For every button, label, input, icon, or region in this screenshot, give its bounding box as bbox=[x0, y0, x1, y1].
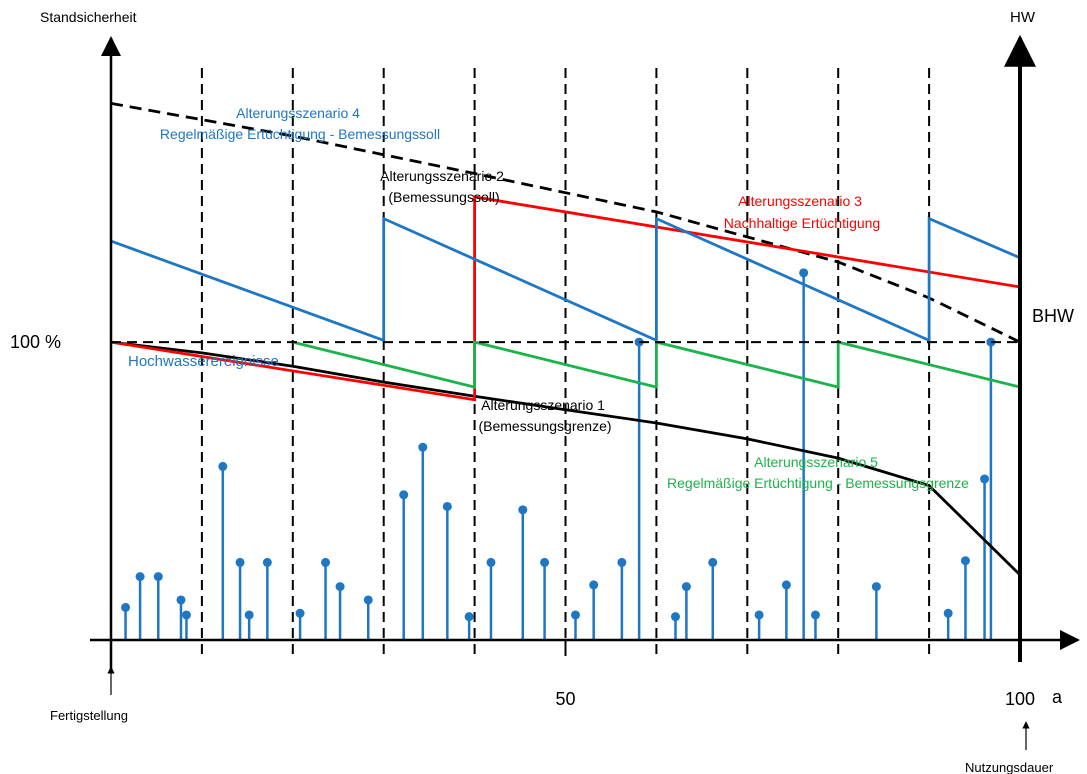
x-unit-label: a bbox=[1052, 687, 1063, 707]
flood-event-1 bbox=[136, 572, 145, 640]
flood-event-35 bbox=[986, 338, 995, 640]
series-line-s5 bbox=[293, 342, 1020, 387]
flood-event-6 bbox=[236, 558, 245, 640]
bhw-label: BHW bbox=[1032, 306, 1074, 326]
flood-event-4 bbox=[182, 610, 191, 640]
flood-event-17 bbox=[486, 558, 495, 640]
series-5-label: Alterungsszenario 5 Regelmäßige Ertüchti… bbox=[667, 454, 969, 491]
flood-event-16 bbox=[465, 612, 474, 640]
flood-event-5 bbox=[218, 462, 227, 640]
flood-event-33 bbox=[961, 556, 970, 640]
flood-event-13 bbox=[399, 490, 408, 640]
flood-event-31 bbox=[872, 582, 881, 640]
flood-event-20 bbox=[571, 610, 580, 640]
start-annotation: Fertigstellung bbox=[50, 708, 128, 723]
flood-event-32 bbox=[944, 609, 953, 640]
y2-axis-label: HW bbox=[1010, 9, 1036, 26]
flood-event-21 bbox=[589, 580, 598, 640]
vertical-gridlines bbox=[202, 68, 929, 658]
flood-event-9 bbox=[296, 609, 305, 640]
flood-event-14 bbox=[418, 443, 427, 640]
flood-event-19 bbox=[540, 558, 549, 640]
flood-event-0 bbox=[121, 603, 130, 640]
y-axis-label: Standsicherheit bbox=[40, 9, 137, 25]
flood-event-12 bbox=[364, 595, 373, 640]
flood-event-11 bbox=[336, 582, 345, 640]
series-2-label: Alterungsszenario 2 (Bemessungssoll) bbox=[380, 168, 508, 205]
flood-event-28 bbox=[782, 580, 791, 640]
flood-event-8 bbox=[263, 558, 272, 640]
flood-event-10 bbox=[321, 558, 330, 640]
events-label: Hochwasserereignisse bbox=[128, 353, 279, 370]
flood-event-18 bbox=[518, 505, 527, 640]
flood-event-25 bbox=[682, 582, 691, 640]
flood-event-22 bbox=[617, 558, 626, 640]
flood-event-24 bbox=[671, 612, 680, 640]
flood-event-27 bbox=[755, 610, 764, 640]
flood-event-15 bbox=[443, 502, 452, 640]
x-tick-label-0: 50 bbox=[555, 689, 575, 709]
flood-event-30 bbox=[811, 610, 820, 640]
end-annotation: Nutzungsdauer bbox=[965, 760, 1054, 774]
flood-event-34 bbox=[980, 474, 989, 640]
series-1-label: Alterungsszenario 1 (Bemessungsgrenze) bbox=[478, 397, 611, 434]
y-tick-label-0: 100 % bbox=[10, 332, 61, 352]
flood-event-26 bbox=[708, 558, 717, 640]
flood-event-7 bbox=[245, 610, 254, 640]
x-tick-label-1: 100 bbox=[1005, 689, 1035, 709]
flood-event-2 bbox=[154, 572, 163, 640]
